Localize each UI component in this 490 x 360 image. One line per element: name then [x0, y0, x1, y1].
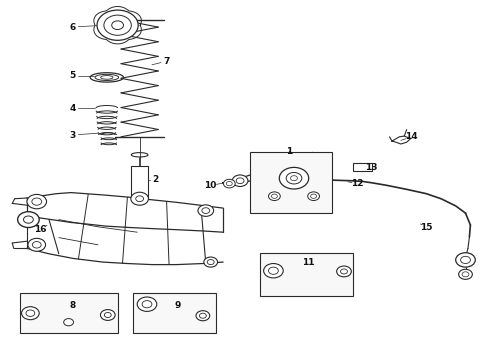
- Circle shape: [137, 297, 157, 311]
- Circle shape: [207, 260, 214, 265]
- Circle shape: [291, 176, 297, 181]
- Circle shape: [226, 181, 232, 186]
- Circle shape: [341, 269, 347, 274]
- Circle shape: [100, 310, 115, 320]
- Text: 2: 2: [153, 175, 159, 184]
- Text: 1: 1: [286, 148, 292, 156]
- Circle shape: [104, 15, 131, 35]
- Text: 5: 5: [70, 71, 75, 80]
- Circle shape: [459, 269, 472, 279]
- Bar: [353, 163, 372, 171]
- Circle shape: [112, 21, 123, 30]
- Circle shape: [202, 208, 210, 213]
- Circle shape: [223, 179, 235, 188]
- Circle shape: [198, 205, 214, 216]
- Circle shape: [269, 267, 278, 274]
- Circle shape: [269, 192, 280, 201]
- Circle shape: [28, 238, 46, 251]
- Text: 6: 6: [70, 22, 75, 31]
- Circle shape: [64, 319, 74, 326]
- Bar: [131, 166, 148, 198]
- Text: 7: 7: [163, 57, 170, 66]
- Text: 4: 4: [69, 104, 76, 112]
- Circle shape: [308, 192, 319, 201]
- Circle shape: [271, 194, 277, 198]
- Circle shape: [279, 167, 309, 189]
- Circle shape: [32, 198, 42, 205]
- Circle shape: [136, 196, 144, 202]
- Bar: [20, 293, 118, 333]
- Circle shape: [261, 169, 271, 176]
- Circle shape: [456, 253, 475, 267]
- Circle shape: [97, 10, 138, 40]
- Text: 9: 9: [174, 301, 181, 310]
- Circle shape: [232, 175, 248, 186]
- Circle shape: [142, 301, 152, 308]
- Text: 12: 12: [351, 179, 364, 188]
- Circle shape: [131, 192, 148, 205]
- Text: 14: 14: [405, 132, 418, 141]
- Circle shape: [26, 310, 35, 316]
- Circle shape: [32, 242, 41, 248]
- Circle shape: [204, 257, 218, 267]
- Text: 13: 13: [365, 163, 378, 171]
- Circle shape: [461, 256, 470, 264]
- Text: 10: 10: [204, 181, 217, 190]
- Circle shape: [27, 194, 47, 209]
- Circle shape: [286, 172, 302, 184]
- Text: 11: 11: [302, 258, 315, 266]
- Text: 8: 8: [70, 301, 75, 310]
- Circle shape: [18, 212, 39, 228]
- Bar: [260, 253, 353, 296]
- Circle shape: [22, 307, 39, 320]
- Circle shape: [104, 312, 111, 318]
- Circle shape: [196, 311, 210, 321]
- Bar: [133, 293, 216, 333]
- Circle shape: [199, 313, 206, 318]
- Bar: [250, 152, 332, 213]
- Circle shape: [311, 194, 317, 198]
- Circle shape: [24, 216, 33, 223]
- Circle shape: [462, 272, 469, 277]
- Text: 16: 16: [34, 225, 47, 234]
- Circle shape: [264, 264, 283, 278]
- Circle shape: [236, 178, 244, 184]
- Text: 3: 3: [70, 130, 75, 139]
- Text: 15: 15: [420, 223, 433, 232]
- Circle shape: [337, 266, 351, 277]
